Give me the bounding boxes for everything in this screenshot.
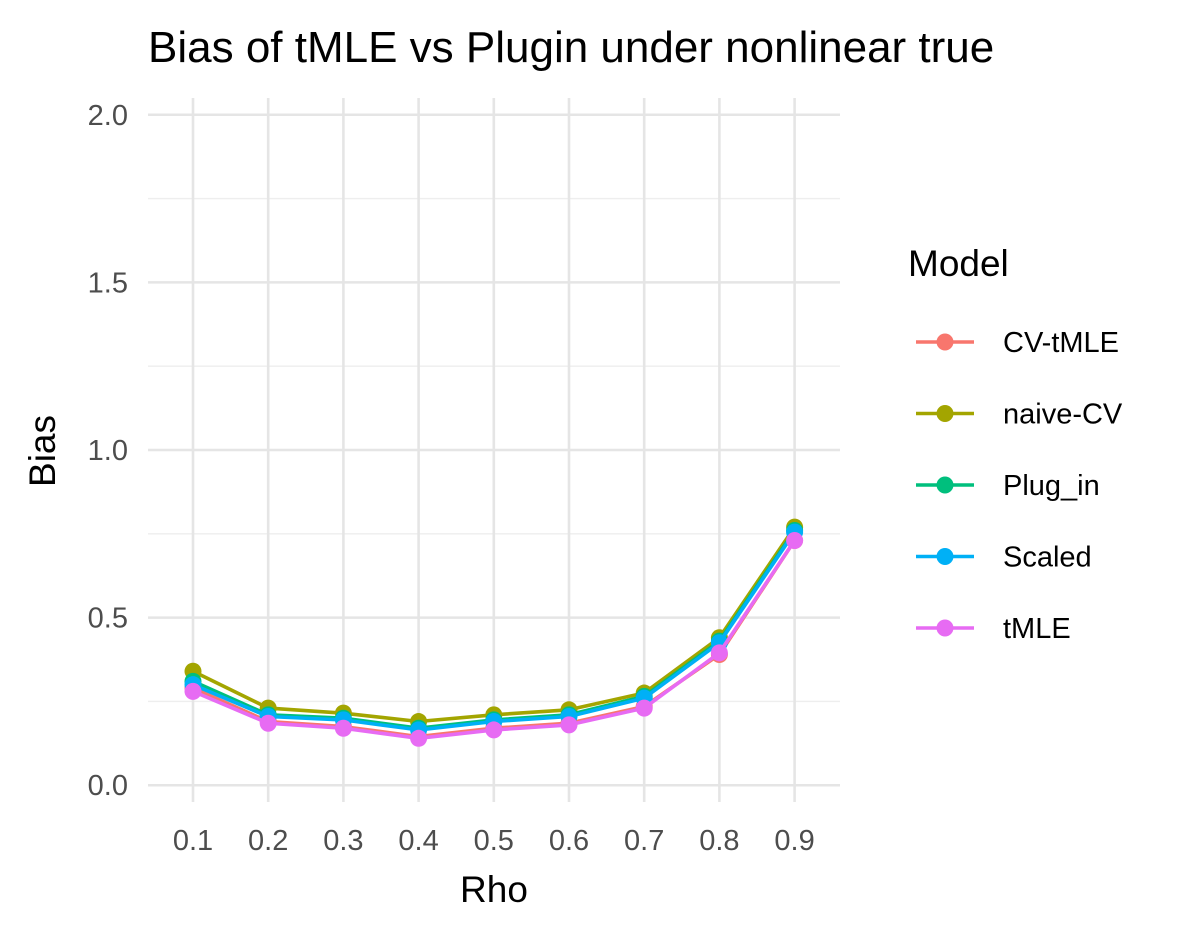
legend-items: CV-tMLE naive-CV Plug_in Scaled tMLE <box>916 327 1123 645</box>
legend-item: CV-tMLE <box>916 327 1119 359</box>
data-point <box>786 532 804 550</box>
legend-item: Scaled <box>916 542 1092 574</box>
legend-title: Model <box>908 243 1009 284</box>
y-tick-label: 1.0 <box>88 435 128 467</box>
y-axis-ticks: 0.0 0.5 1.0 1.5 2.0 <box>88 100 128 802</box>
x-tick-label: 0.9 <box>774 825 814 857</box>
x-tick-label: 0.1 <box>173 825 213 857</box>
legend-label: Plug_in <box>1003 470 1100 502</box>
y-tick-label: 0.5 <box>88 603 128 635</box>
y-tick-label: 1.5 <box>88 267 128 299</box>
legend-label: Scaled <box>1003 542 1092 574</box>
data-point <box>410 729 428 747</box>
series-tMLE <box>184 532 804 747</box>
series-layer <box>184 518 804 747</box>
legend-item: tMLE <box>916 613 1071 645</box>
x-tick-label: 0.6 <box>549 825 589 857</box>
y-tick-label: 0.0 <box>88 770 128 802</box>
data-point <box>184 682 202 700</box>
legend-key-point <box>936 548 954 565</box>
data-point <box>560 716 578 734</box>
x-tick-label: 0.4 <box>398 825 438 857</box>
legend: Model CV-tMLE naive-CV Plug_in Scaled tMLE <box>908 243 1123 645</box>
data-point <box>259 714 277 732</box>
legend-label: naive-CV <box>1003 399 1123 431</box>
legend-key-point <box>936 619 954 637</box>
legend-item: Plug_in <box>916 470 1100 502</box>
y-axis-title: Bias <box>22 415 63 487</box>
data-point <box>710 644 728 662</box>
x-tick-label: 0.8 <box>699 825 739 857</box>
x-tick-label: 0.3 <box>323 825 363 857</box>
x-axis-ticks: 0.1 0.2 0.3 0.4 0.5 0.6 0.7 0.8 0.9 <box>173 825 815 857</box>
x-tick-label: 0.5 <box>474 825 514 857</box>
legend-label: tMLE <box>1003 613 1071 645</box>
legend-label: CV-tMLE <box>1003 327 1119 359</box>
x-axis-title: Rho <box>460 869 528 910</box>
legend-key-point <box>936 476 954 494</box>
x-tick-label: 0.7 <box>624 825 664 857</box>
y-tick-label: 2.0 <box>88 100 128 132</box>
grid-layer <box>148 98 840 802</box>
data-point <box>635 699 653 717</box>
plot-panel <box>148 98 840 802</box>
legend-item: naive-CV <box>916 399 1123 431</box>
data-point <box>334 719 352 737</box>
chart-title: Bias of tMLE vs Plugin under nonlinear t… <box>148 23 994 72</box>
legend-key-point <box>936 405 954 422</box>
data-point <box>485 721 503 739</box>
legend-key-point <box>936 333 954 351</box>
x-tick-label: 0.2 <box>248 825 288 857</box>
